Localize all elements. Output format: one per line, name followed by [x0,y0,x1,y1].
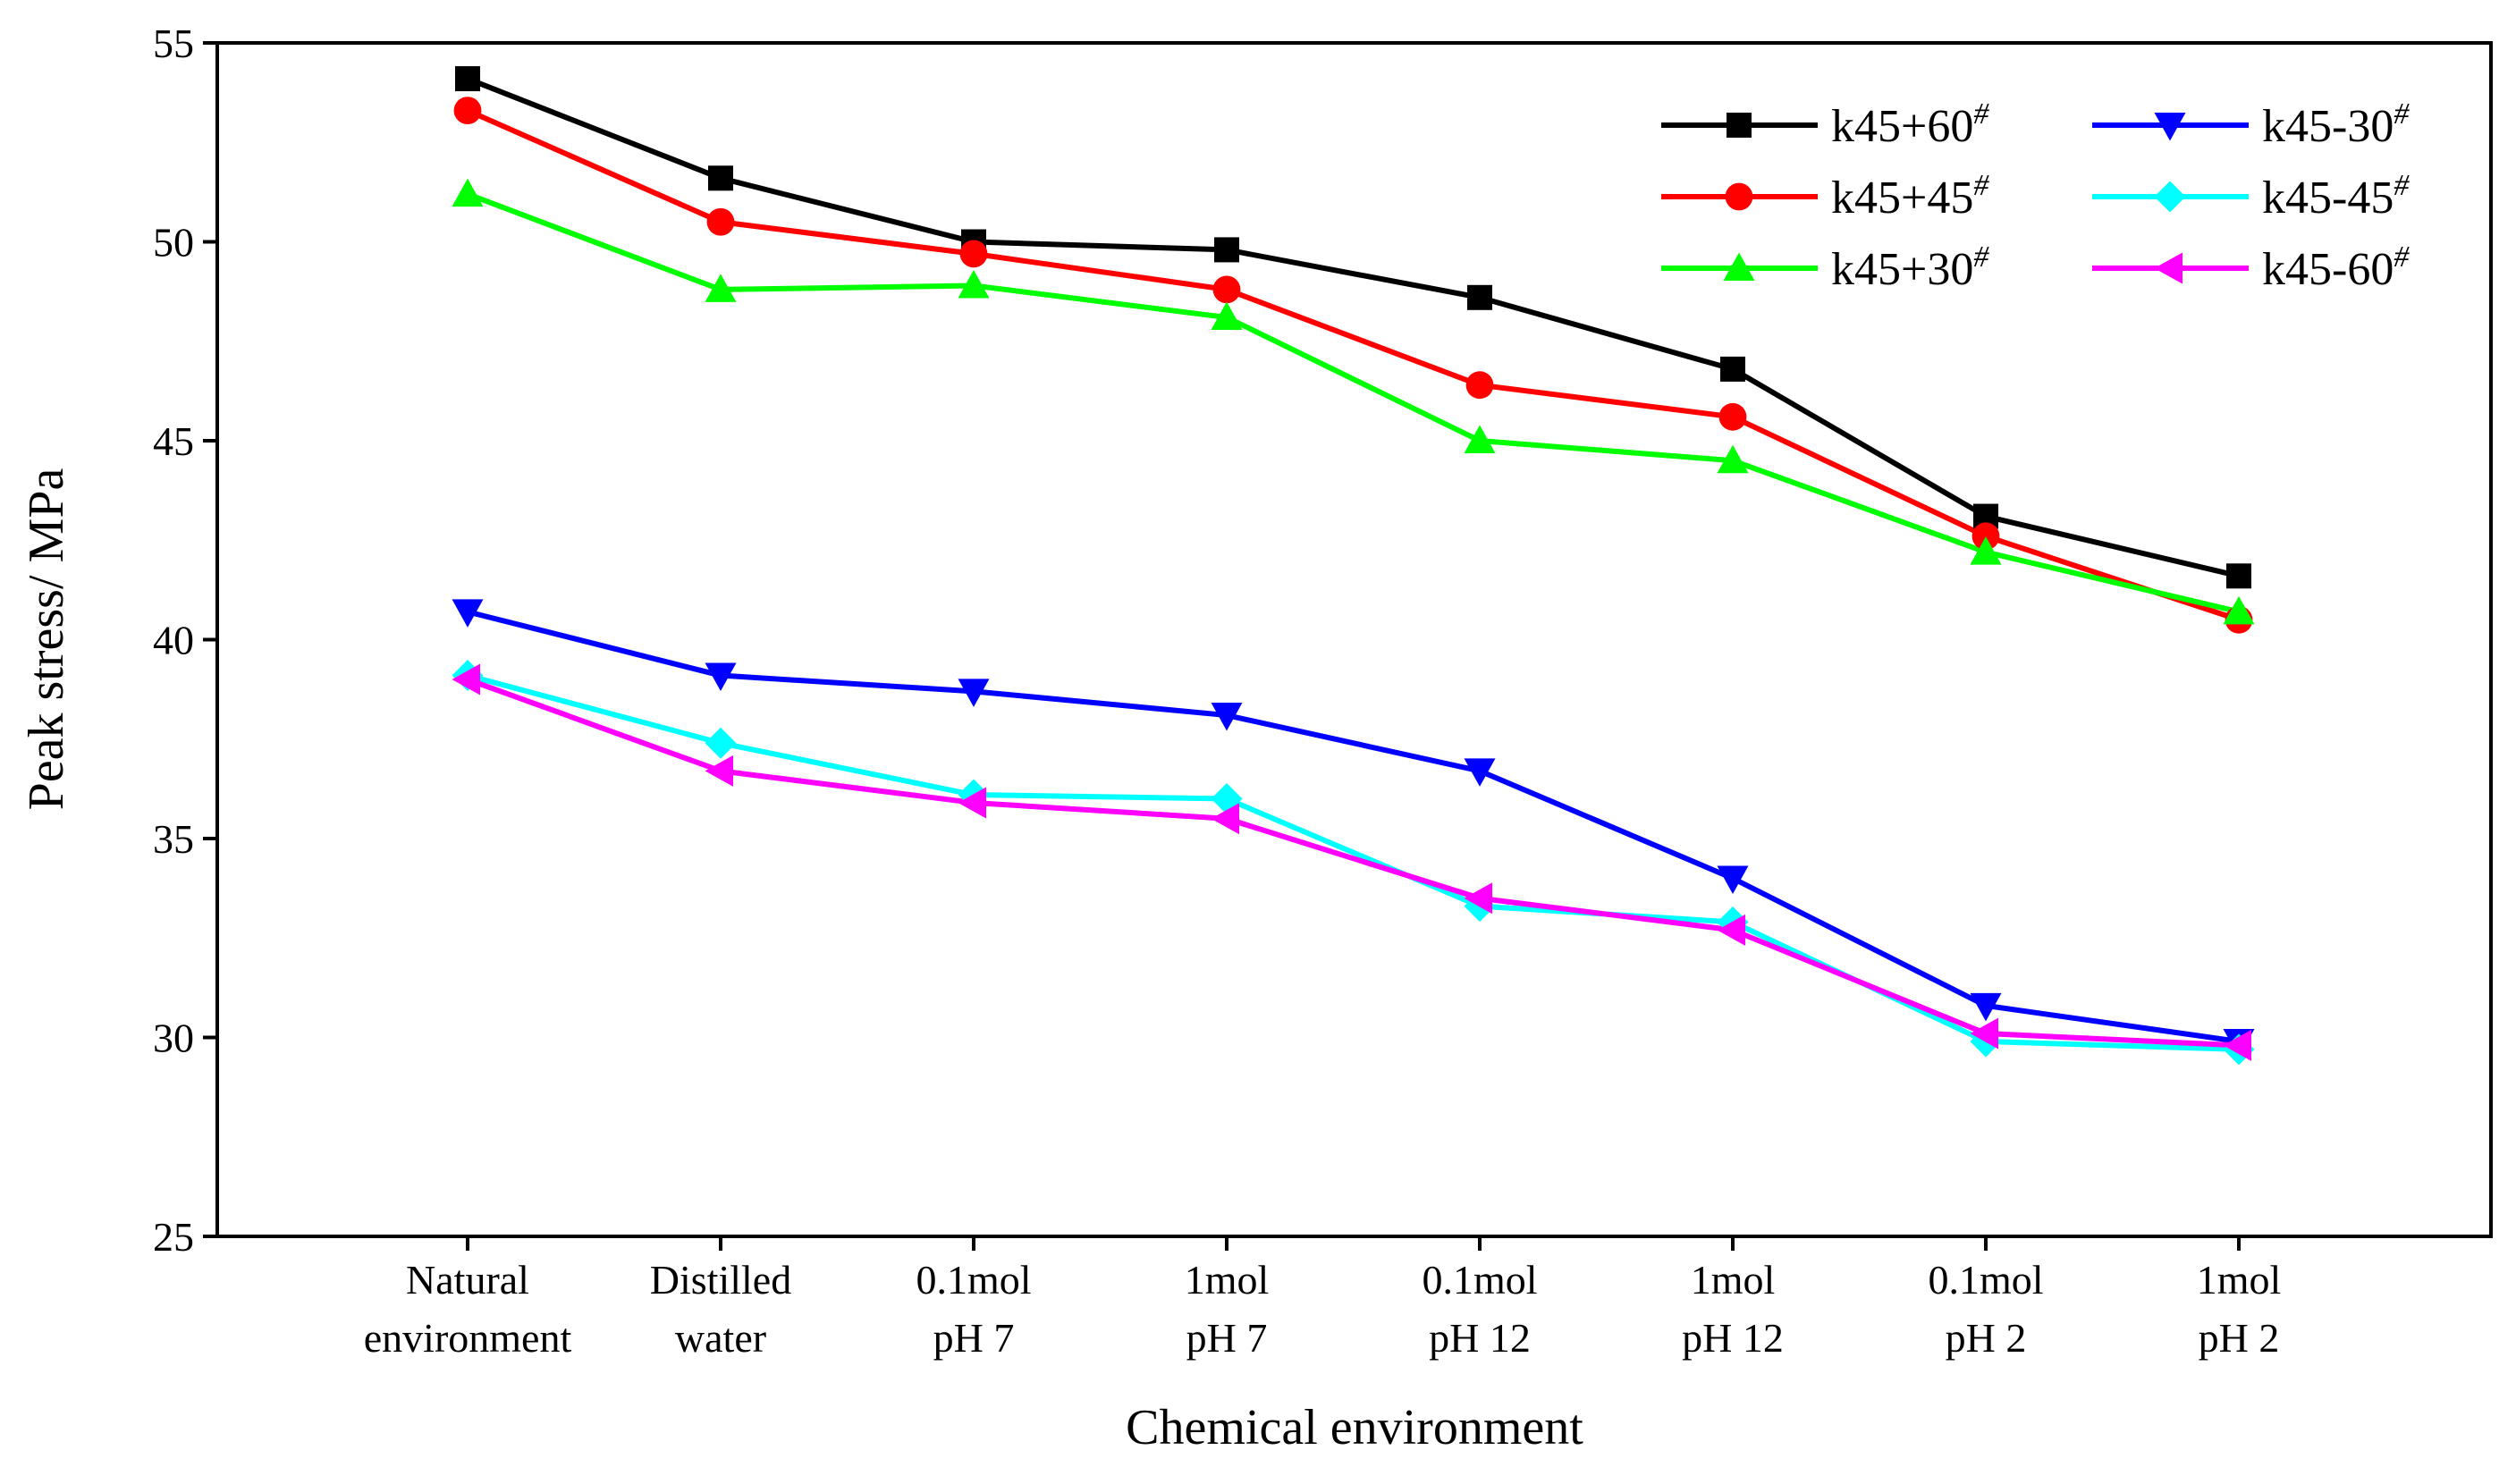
legend-marker-k45+45 [1725,182,1753,211]
data-point-k45-30 [958,679,990,707]
data-point-k45+30 [452,178,484,207]
data-point-k45+60 [1467,284,1492,310]
y-tick-label: 35 [153,816,194,862]
x-tick-label: environment [364,1315,572,1361]
data-point-k45-60 [1211,803,1239,835]
legend-label-k45-45: k45-45# [2262,169,2410,223]
series-line-k45+45 [466,107,2240,623]
legend-marker-k45-45 [2154,181,2186,213]
x-tick-label: 1mol [1691,1257,1776,1303]
x-tick-label: pH 12 [1429,1315,1531,1361]
x-tick-label: water [675,1315,766,1361]
legend-marker-k45+60 [1727,113,1752,138]
data-point-k45+30 [1717,444,1749,474]
x-axis: Natural environment Distilled water 0.1mol pH… [364,1236,2282,1361]
series-line-k45+60 [466,76,2240,579]
data-point-k45+30 [1211,301,1243,331]
series-line-k45-30 [467,609,2240,1044]
x-tick-label: pH 2 [1946,1315,2027,1361]
legend-marker-k45+30 [1723,252,1755,281]
x-tick-label: 1mol [1185,1257,1270,1303]
legend-label-k45+60: k45+60# [1831,97,1989,152]
y-tick-label: 45 [153,418,194,464]
data-point-k45-30 [1211,703,1243,731]
data-point-k45+30 [2223,595,2255,625]
data-point-k45-30 [1717,865,1749,894]
x-axis-title: Chemical environment [1126,1400,1583,1455]
legend-label-k45-60: k45-60# [2262,240,2410,295]
legend-label-k45-30: k45-30# [2262,97,2410,152]
legend-marker-k45-60 [2154,252,2183,284]
data-point-k45-60 [2223,1029,2251,1061]
data-point-k45+45 [959,240,988,268]
y-tick-label: 30 [153,1016,194,1061]
y-tick-label: 40 [153,618,194,663]
data-point-k45+45 [1212,275,1241,304]
x-tick-label: Natural [406,1257,529,1303]
data-point-k45+30 [705,274,737,302]
data-point-k45+45 [706,207,735,236]
data-point-k45+45 [1971,522,2000,551]
data-point-k45+30 [958,269,990,299]
x-tick-label: 1mol [2197,1257,2282,1303]
data-point-k45-60 [1970,1017,1998,1050]
series-line-k45-45 [467,672,2240,1052]
series-lines [466,76,2240,1052]
x-tick-label: pH 7 [933,1315,1015,1361]
data-point-k45-60 [452,663,480,696]
data-point-k45-45 [705,727,737,759]
plot-frame [215,41,2493,1238]
x-tick-label: pH 12 [1682,1315,1784,1361]
data-point-k45-60 [705,755,733,787]
data-point-k45-30 [705,662,737,692]
legend-marker-k45-30 [2154,113,2186,141]
data-point-k45+60 [2226,563,2251,589]
data-point-k45+60 [708,165,733,191]
legend-label-k45+30: k45+30# [1831,240,1989,295]
x-tick-label: 0.1mol [1928,1257,2043,1303]
y-tick-label: 55 [153,21,194,66]
x-tick-label: pH 2 [2199,1315,2280,1361]
data-point-k45-30 [1970,992,2002,1022]
x-tick-label: Distilled [650,1257,791,1303]
data-point-k45-30 [452,599,484,628]
data-point-k45+45 [1718,402,1747,431]
y-axis: 25 30 35 40 45 50 55 [153,21,217,1260]
y-tick-label: 25 [153,1214,194,1260]
data-point-k45+60 [455,66,480,92]
x-tick-label: pH 7 [1186,1315,1268,1361]
data-point-k45-60 [1464,882,1492,915]
data-point-k45-60 [1717,914,1745,946]
y-tick-label: 50 [153,220,194,266]
legend: k45+60# k45+45# k45+30# k45-30# k45-45# k45-6… [1661,97,2410,295]
data-point-k45+60 [1720,356,1745,382]
data-point-k45-60 [958,787,986,819]
data-point-k45+45 [453,97,482,125]
y-axis-title: Peak stress/ MPa [19,468,74,811]
series-markers [452,66,2255,1066]
series-line-k45+30 [466,191,2240,615]
series-line-k45-60 [466,677,2240,1049]
x-tick-label: 0.1mol [916,1257,1031,1303]
data-point-k45-30 [1464,758,1496,787]
data-point-k45+30 [1970,536,2002,565]
x-tick-label: 0.1mol [1422,1257,1537,1303]
data-point-k45+30 [1464,425,1496,453]
data-point-k45+60 [1214,237,1239,263]
data-point-k45+45 [1465,371,1494,400]
legend-label-k45+45: k45+45# [1831,169,1989,223]
